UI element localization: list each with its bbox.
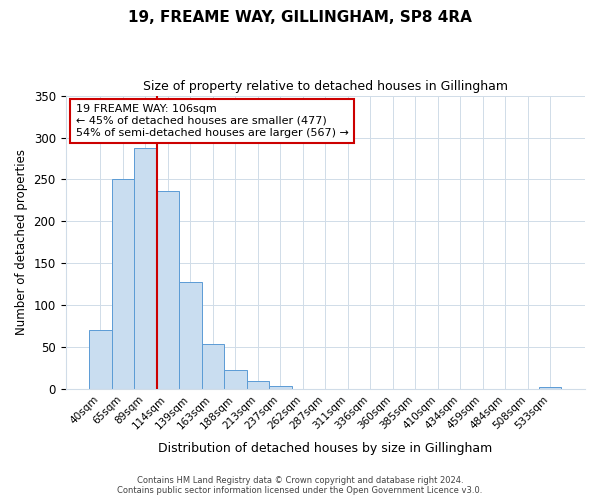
Bar [89, 330, 112, 389]
Bar [539, 388, 562, 389]
Bar [179, 282, 202, 389]
Bar [202, 344, 224, 389]
Y-axis label: Number of detached properties: Number of detached properties [15, 150, 28, 336]
Bar [157, 191, 179, 389]
Title: Size of property relative to detached houses in Gillingham: Size of property relative to detached ho… [143, 80, 508, 93]
Bar [224, 370, 247, 389]
Text: 19 FREAME WAY: 106sqm
← 45% of detached houses are smaller (477)
54% of semi-det: 19 FREAME WAY: 106sqm ← 45% of detached … [76, 104, 349, 138]
Bar [134, 148, 157, 389]
Text: Contains HM Land Registry data © Crown copyright and database right 2024.
Contai: Contains HM Land Registry data © Crown c… [118, 476, 482, 495]
X-axis label: Distribution of detached houses by size in Gillingham: Distribution of detached houses by size … [158, 442, 493, 455]
Bar [112, 180, 134, 389]
Bar [269, 386, 292, 389]
Bar [247, 381, 269, 389]
Text: 19, FREAME WAY, GILLINGHAM, SP8 4RA: 19, FREAME WAY, GILLINGHAM, SP8 4RA [128, 10, 472, 25]
